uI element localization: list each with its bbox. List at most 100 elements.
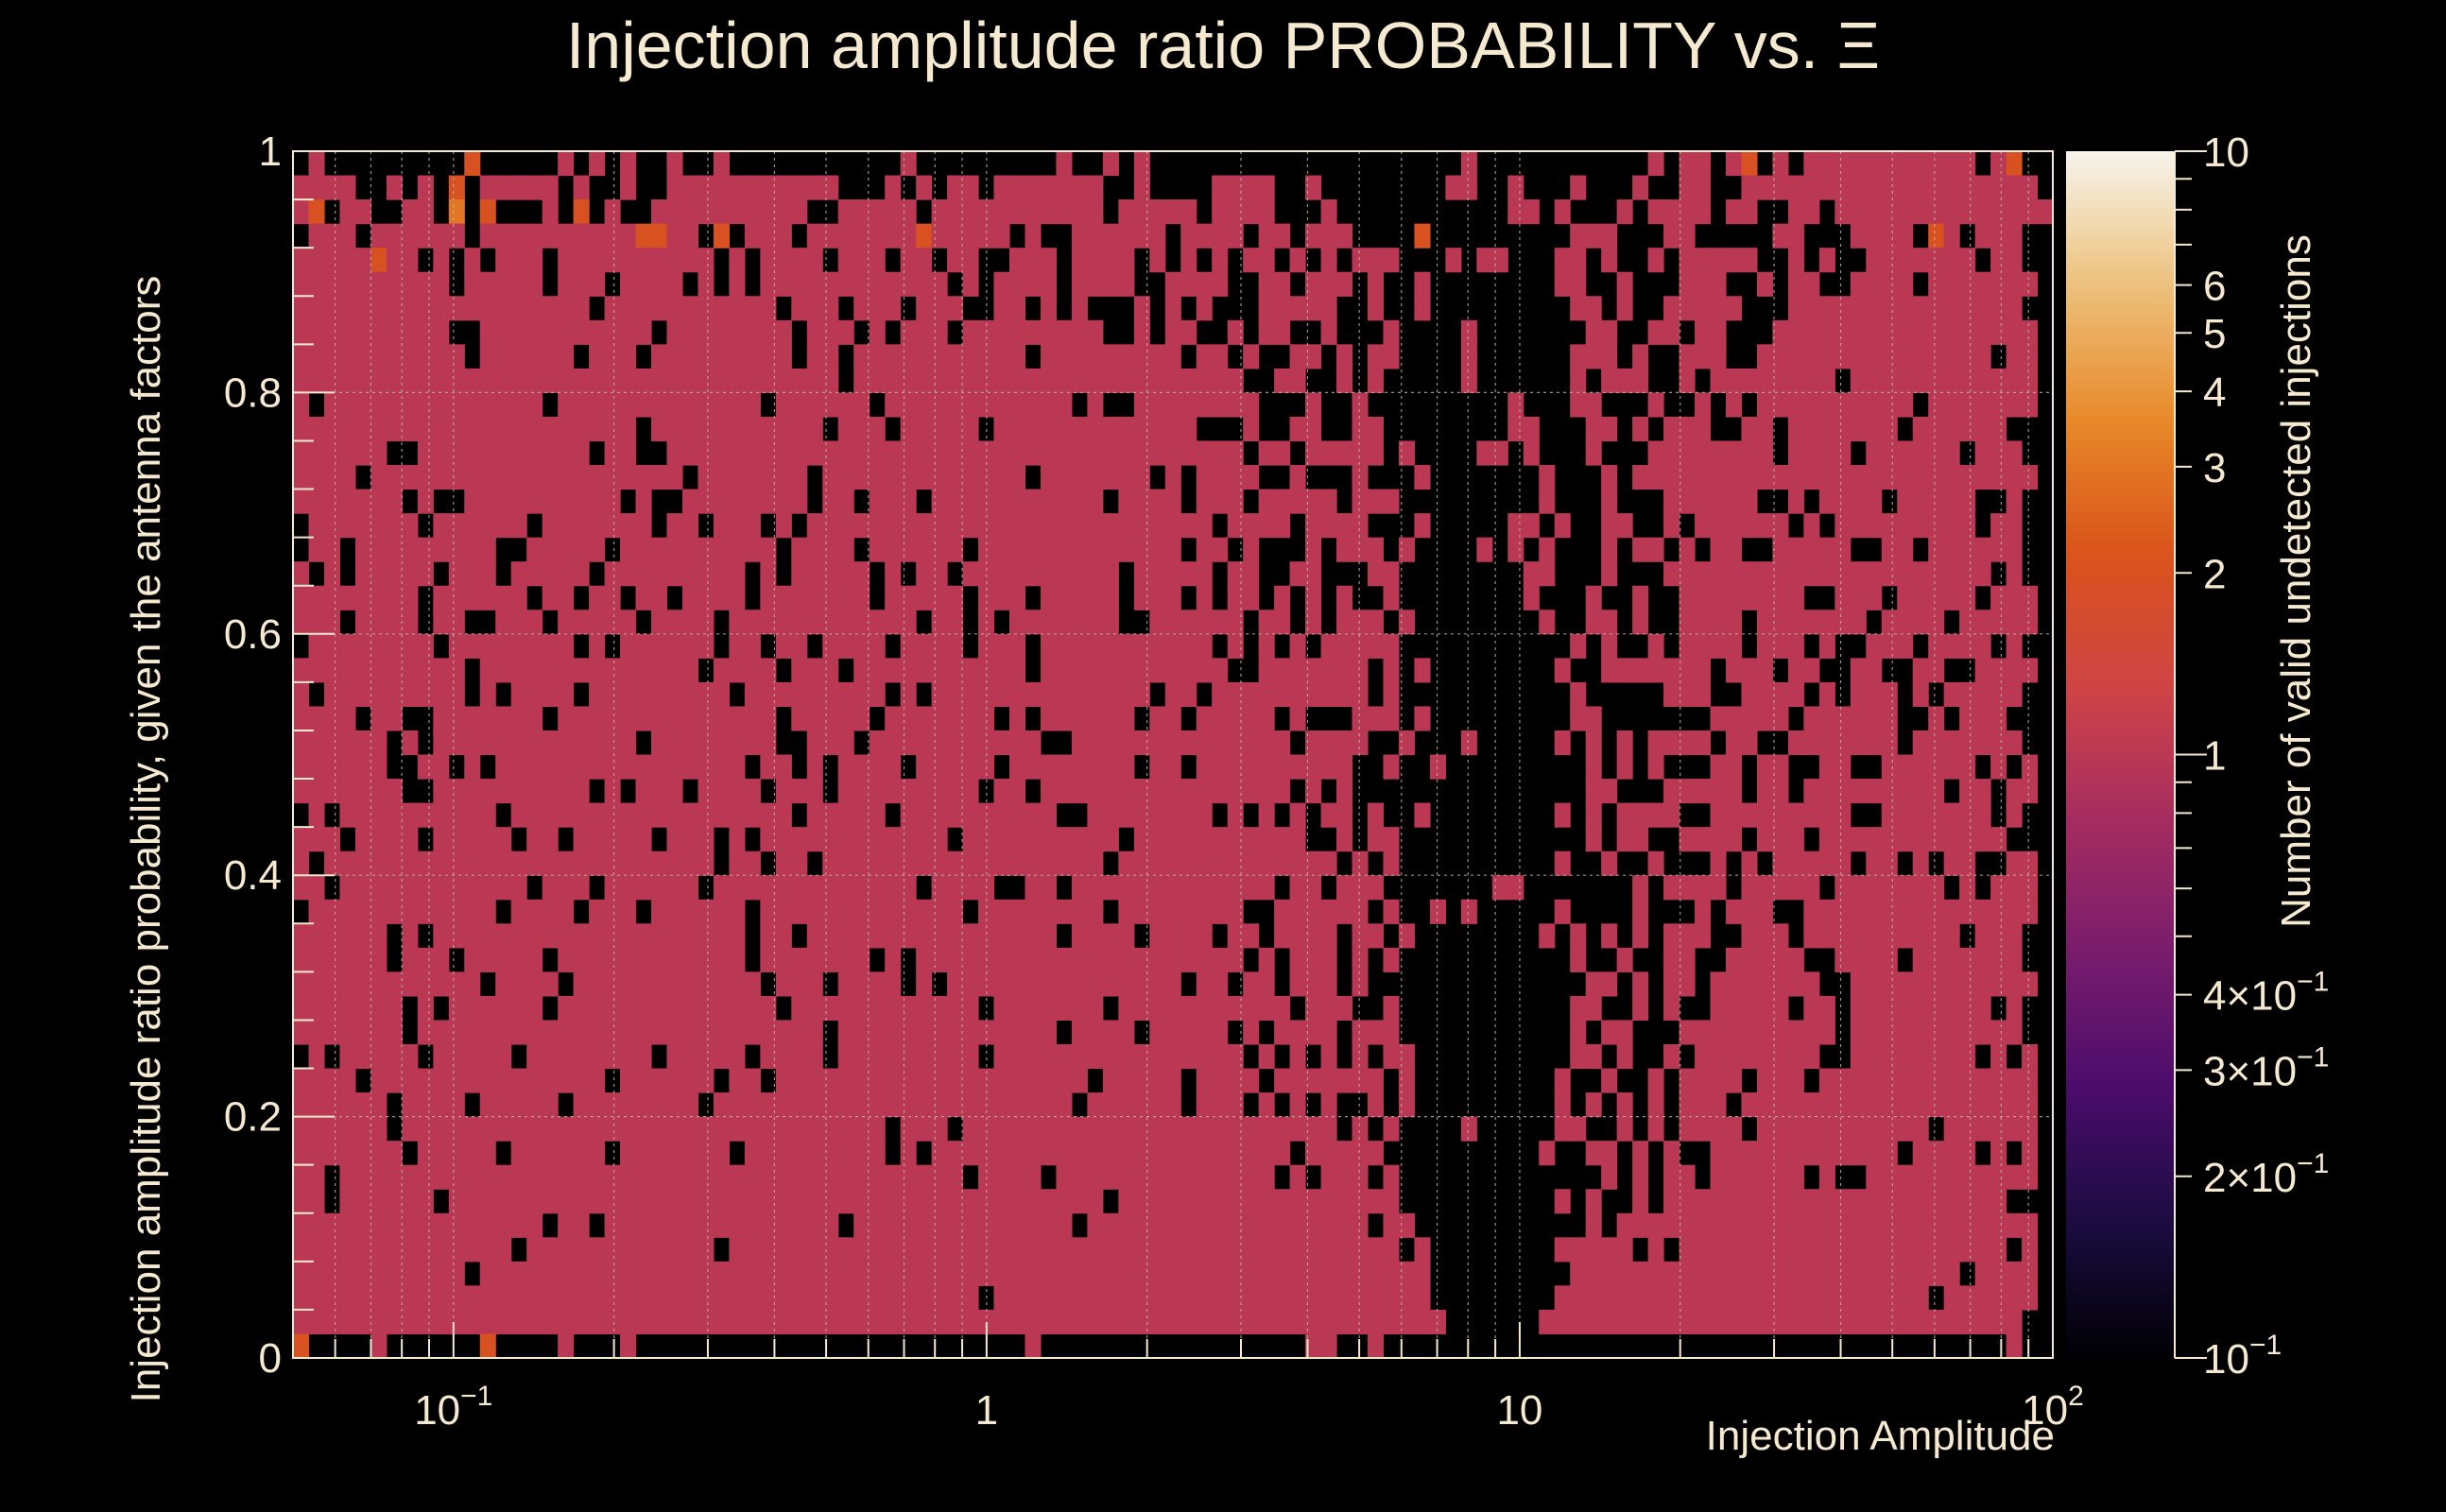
heatmap-cell: [916, 1212, 933, 1238]
heatmap-cell: [1008, 947, 1026, 972]
heatmap-cell: [1834, 440, 1852, 466]
heatmap-cell: [479, 1141, 496, 1166]
heatmap-cell: [542, 319, 559, 345]
heatmap-cell: [1071, 175, 1088, 200]
heatmap-cell: [417, 1116, 434, 1142]
heatmap-cell: [479, 779, 496, 804]
heatmap-cell: [993, 465, 1010, 490]
heatmap-cell: [1897, 995, 1914, 1022]
heatmap-cell: [1460, 730, 1477, 756]
heatmap-cell: [1149, 199, 1166, 225]
heatmap-cell: [1289, 1237, 1306, 1263]
heatmap-cell: [1897, 610, 1914, 635]
heatmap-cell: [993, 633, 1010, 659]
heatmap-cell: [2006, 995, 2023, 1022]
heatmap-cell: [1772, 537, 1789, 562]
heatmap-cell: [1897, 392, 1914, 418]
heatmap-cell: [1601, 561, 1618, 587]
heatmap-cell: [1227, 1285, 1244, 1311]
heatmap-cell: [495, 223, 512, 249]
heatmap-cell: [620, 923, 637, 949]
heatmap-cell: [448, 923, 465, 949]
heatmap-cell: [1959, 1043, 1976, 1070]
heatmap-cell: [1601, 1164, 1618, 1190]
heatmap-cell: [650, 296, 668, 321]
x-axis: 10−1 1 10 102: [292, 1322, 2084, 1434]
heatmap-cell: [1943, 296, 1960, 321]
heatmap-cell: [822, 610, 839, 635]
heatmap-cell: [1710, 296, 1727, 321]
heatmap-cell: [1881, 465, 1898, 490]
heatmap-cell: [1383, 1020, 1400, 1045]
heatmap-cell: [510, 271, 527, 297]
heatmap-cell: [1212, 971, 1229, 997]
heatmap-cell: [1912, 1309, 1929, 1335]
heatmap-cell: [2006, 561, 2023, 587]
heatmap-cell: [993, 899, 1010, 924]
heatmap-cell: [1772, 1261, 1789, 1286]
heatmap-cell: [604, 730, 621, 756]
heatmap-cell: [1725, 658, 1743, 683]
heatmap-cell: [1756, 995, 1773, 1022]
heatmap-cell: [931, 802, 948, 828]
heatmap-cell: [837, 223, 854, 249]
heatmap-cell: [1647, 1068, 1664, 1093]
heatmap-cell: [1320, 1043, 1337, 1070]
heatmap-cell: [1850, 1068, 1867, 1093]
heatmap-cell: [1585, 1285, 1602, 1311]
heatmap-cell: [1850, 779, 1867, 804]
heatmap-cell: [1008, 779, 1026, 804]
heatmap-cell: [1912, 1212, 1929, 1238]
heatmap-cell: [1289, 1164, 1306, 1190]
heatmap-cell: [1118, 513, 1135, 539]
heatmap-cell: [433, 850, 450, 876]
heatmap-cell: [837, 779, 854, 804]
heatmap-cell: [1212, 730, 1229, 756]
heatmap-cell: [1008, 319, 1026, 345]
heatmap-cell: [1850, 319, 1867, 345]
heatmap-cell: [1710, 1020, 1727, 1045]
heatmap-cell: [402, 416, 419, 442]
heatmap-cell: [386, 368, 403, 393]
heatmap-cell: [1695, 875, 1712, 901]
heatmap-cell: [869, 537, 886, 562]
heatmap-cell: [354, 827, 371, 852]
heatmap-cell: [417, 971, 434, 997]
heatmap-cell: [1352, 1043, 1369, 1070]
heatmap-cell: [885, 175, 902, 200]
heatmap-cell: [526, 223, 543, 249]
heatmap-cell: [1647, 319, 1664, 345]
heatmap-cell: [931, 1068, 948, 1093]
heatmap-cell: [1772, 585, 1789, 610]
heatmap-cell: [698, 1164, 715, 1190]
heatmap-cell: [1772, 1092, 1789, 1118]
heatmap-cell: [370, 1092, 388, 1118]
heatmap-cell: [1274, 730, 1291, 756]
heatmap-cell: [1149, 1116, 1166, 1142]
heatmap-cell: [837, 850, 854, 876]
heatmap-cell: [2006, 199, 2023, 225]
heatmap-cell: [885, 1261, 902, 1286]
heatmap-cell: [1274, 1285, 1291, 1311]
heatmap-cell: [1367, 537, 1385, 562]
heatmap-cell: [1180, 1020, 1197, 1045]
heatmap-cell: [2006, 1285, 2023, 1311]
heatmap-cell: [1710, 537, 1727, 562]
heatmap-cell: [1196, 658, 1213, 683]
heatmap-cell: [1928, 1164, 1945, 1190]
heatmap-cell: [1695, 827, 1712, 852]
heatmap-cell: [698, 827, 715, 852]
heatmap-cell: [1258, 1141, 1275, 1166]
heatmap-cell: [885, 923, 902, 949]
heatmap-cell: [1990, 537, 2007, 562]
heatmap-cell: [1570, 296, 1587, 321]
heatmap-cell: [558, 1189, 575, 1214]
heatmap-cell: [1647, 537, 1664, 562]
heatmap-cell: [354, 947, 371, 972]
heatmap-cell: [1679, 1189, 1696, 1214]
heatmap-cell: [495, 1261, 512, 1286]
heatmap-cell: [1398, 730, 1416, 756]
heatmap-cell: [510, 658, 527, 683]
heatmap-cell: [1632, 537, 1649, 562]
heatmap-cell: [448, 610, 465, 635]
